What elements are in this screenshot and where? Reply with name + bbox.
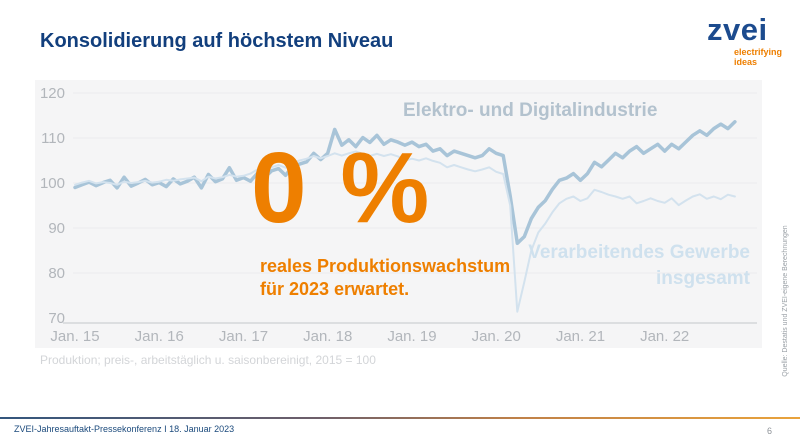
annotation-text-line2: für 2023 erwartet. [260, 279, 410, 300]
series-line-0 [73, 120, 737, 246]
annotation-text: reales Produktionswachstum für 2023 erwa… [260, 255, 510, 302]
zvei-logo-tagline: electrifying ideas [734, 47, 782, 68]
footer-text: ZVEI-Jahresauftakt-Pressekonferenz I 18.… [14, 424, 235, 434]
y-tick-label: 100 [40, 175, 65, 192]
footer-divider [0, 417, 800, 419]
zvei-logo-tagline-line1: electrifying [733, 47, 782, 57]
x-tick-label: Jan. 22 [640, 328, 689, 345]
x-tick-label: Jan. 15 [50, 328, 99, 345]
zvei-logo: zvei electrifying ideas [707, 14, 782, 68]
line-chart: 70 80 90 100 110 120 Jan. 15 Jan. 16 Jan. 17 Jan.… [40, 85, 757, 345]
y-tick-label: 110 [41, 130, 65, 147]
zvei-logo-wordmark: zvei [706, 12, 768, 47]
x-tick-label: Jan. 21 [556, 328, 605, 345]
x-tick-label: Jan. 20 [472, 328, 521, 345]
chart-footnote: Produktion; preis-, arbeitstäglich u. sa… [40, 353, 376, 367]
y-tick-label: 80 [48, 265, 65, 282]
chart-panel: 70 80 90 100 110 120 Jan. 15 Jan. 16 Jan. 17 Jan.… [35, 80, 762, 348]
annotation-headline: 0 % [251, 132, 433, 244]
x-tick-label: Jan. 17 [219, 328, 268, 345]
zvei-logo-tagline-line2: ideas [733, 57, 757, 68]
y-tick-label: 120 [40, 85, 65, 102]
series-label-elektro: Elektro- und Digitalindustrie [403, 100, 658, 121]
page-title: Konsolidierung auf höchstem Niveau [40, 30, 394, 52]
page-number: 6 [766, 426, 772, 436]
series-line-1 [74, 150, 736, 313]
source-note: Quelle: Destatis und ZVEI-eigene Berechn… [782, 225, 789, 377]
x-tick-label: Jan. 19 [387, 328, 436, 345]
x-tick-label: Jan. 18 [303, 328, 352, 345]
y-tick-label: 70 [48, 310, 65, 327]
x-tick-label: Jan. 16 [135, 328, 184, 345]
series-label-verarbeitendes-gewerbe: Verarbeitendes Gewerbe insgesamt [528, 242, 750, 289]
y-tick-label: 90 [48, 220, 65, 237]
annotation-text-line1: reales Produktionswachstum [260, 256, 511, 276]
